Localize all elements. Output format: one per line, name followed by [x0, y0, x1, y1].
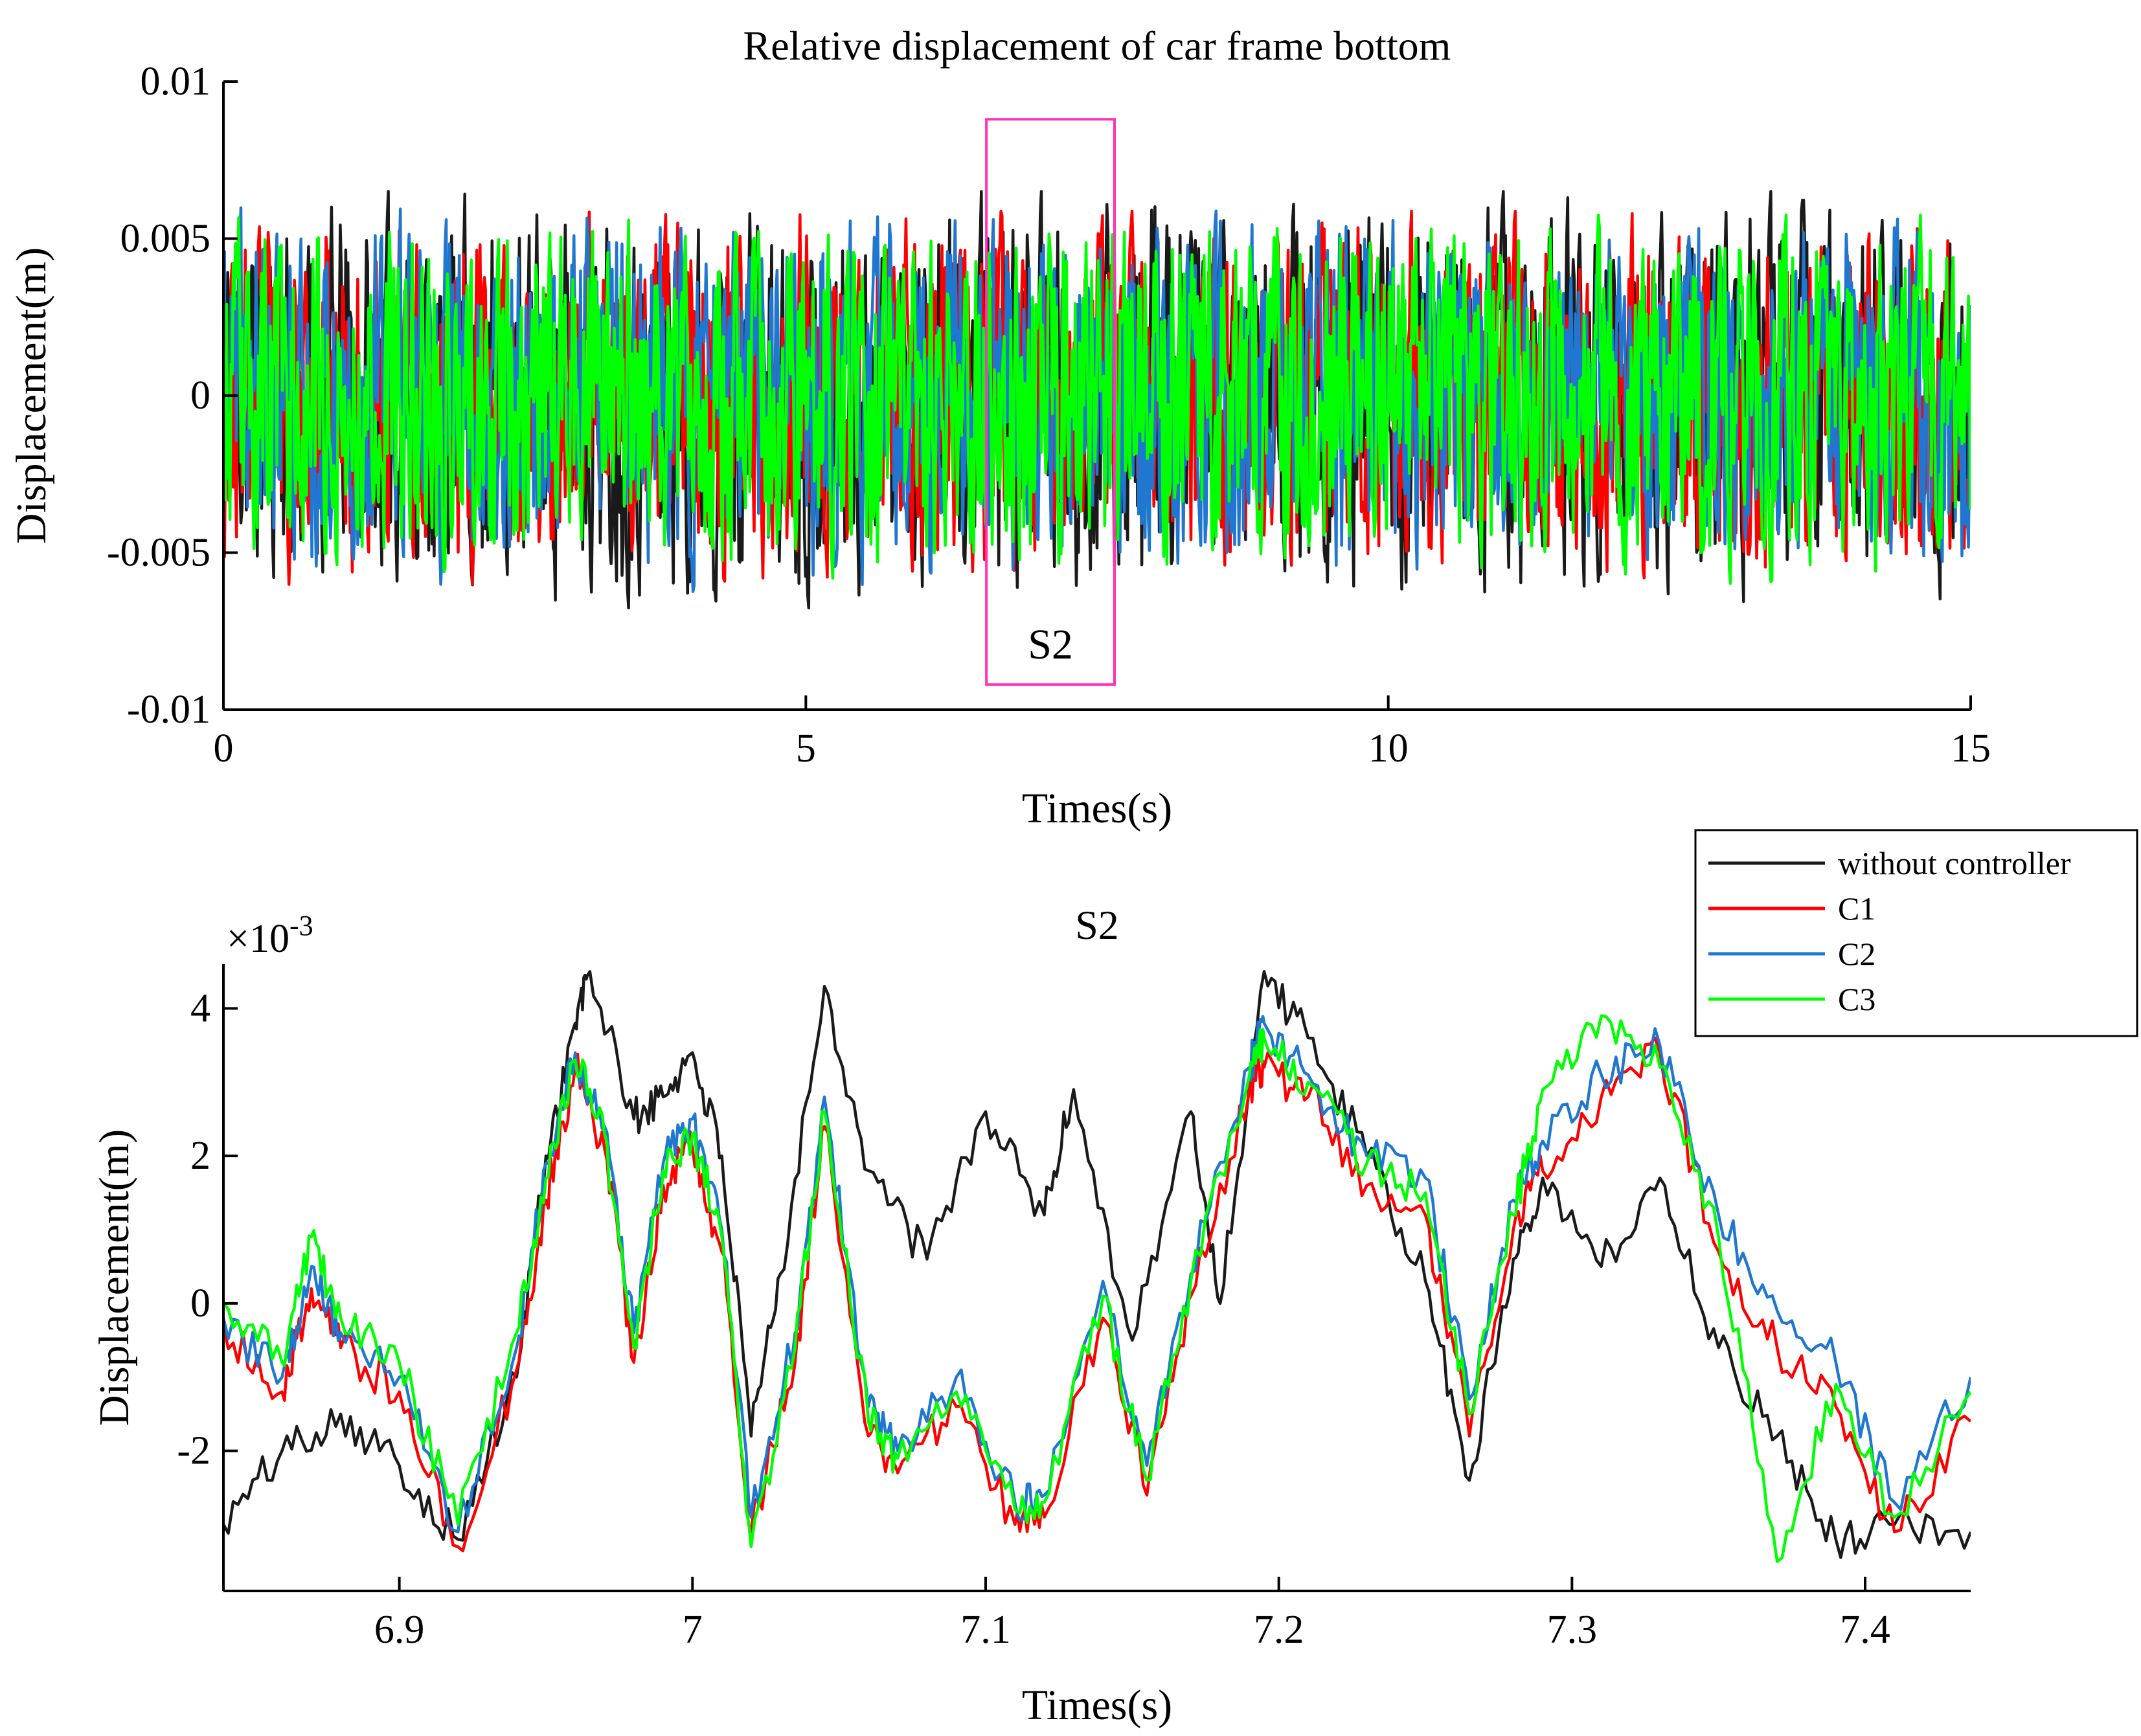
- legend-label-c1: C1: [1838, 890, 1875, 927]
- y-tick-label: 0.005: [120, 217, 211, 261]
- x-axis-title: Times(s): [1022, 1682, 1172, 1729]
- chart-top: Relative displacement of car frame botto…: [8, 23, 1991, 832]
- x-tick-label: 7.2: [1254, 1608, 1304, 1652]
- x-tick-label: 10: [1368, 727, 1409, 771]
- y-exponent-base: ×10: [227, 917, 289, 961]
- x-tick-label: 7.4: [1840, 1608, 1890, 1652]
- y-tick-label: -2: [177, 1429, 210, 1473]
- axes: [222, 964, 1971, 1592]
- y-tick-label: 0: [190, 1281, 210, 1325]
- x-ticks: 0 5 10 15: [214, 695, 1991, 771]
- series-group: [223, 190, 1971, 610]
- y-axis-title: Displacement(m): [8, 247, 55, 544]
- series-line-without-controller: [223, 970, 1971, 1559]
- y-exponent-label: ×10-3: [227, 910, 313, 961]
- legend-label-without-controller: without controller: [1838, 845, 2071, 881]
- y-tick-label: 2: [190, 1134, 210, 1178]
- x-tick-label: 7: [683, 1608, 703, 1652]
- x-tick-label: 6.9: [374, 1608, 425, 1652]
- series-line-c1: [223, 1036, 1971, 1553]
- y-exponent-power: -3: [289, 910, 313, 941]
- legend-label-c3: C3: [1838, 981, 1875, 1017]
- x-tick-label: 0: [214, 727, 234, 771]
- x-tick-label: 7.1: [960, 1608, 1011, 1652]
- y-axis-title: Displacement(m): [91, 1129, 138, 1426]
- y-ticks: 0.01 0.005 0 -0.005 -0.01: [107, 60, 238, 732]
- x-tick-label: 15: [1951, 727, 1991, 771]
- x-ticks: 6.9 7 7.1 7.2 7.3 7.4: [374, 1577, 1890, 1652]
- chart-title: S2: [1075, 902, 1119, 948]
- y-tick-label: -0.01: [127, 688, 210, 732]
- s2-highlight-label: S2: [1028, 621, 1073, 668]
- s2-highlight-box: [985, 118, 1116, 686]
- legend-label-c2: C2: [1838, 936, 1875, 972]
- x-tick-label: 5: [796, 727, 816, 771]
- y-tick-label: -0.005: [107, 531, 210, 575]
- chart-bottom: S2 ×10-3 6.9 7 7.1 7.2 7.3 7.4 4 2 0 -2 Times(s)…: [91, 829, 2138, 1729]
- x-tick-label: 7.3: [1547, 1608, 1598, 1652]
- chart-title: Relative displacement of car frame botto…: [743, 23, 1451, 69]
- series-group: [223, 970, 1971, 1563]
- series-line-c2: [223, 1015, 1971, 1534]
- x-axis-title: Times(s): [1022, 785, 1172, 832]
- series-line-c3: [223, 1014, 1971, 1563]
- y-ticks: 4 2 0 -2: [177, 986, 238, 1473]
- y-tick-label: 0.01: [141, 60, 211, 104]
- y-tick-label: 4: [190, 986, 210, 1030]
- series-line-c3: [223, 213, 1971, 585]
- legend: without controller C1 C2 C3: [1694, 829, 2138, 1037]
- y-tick-label: 0: [190, 374, 210, 418]
